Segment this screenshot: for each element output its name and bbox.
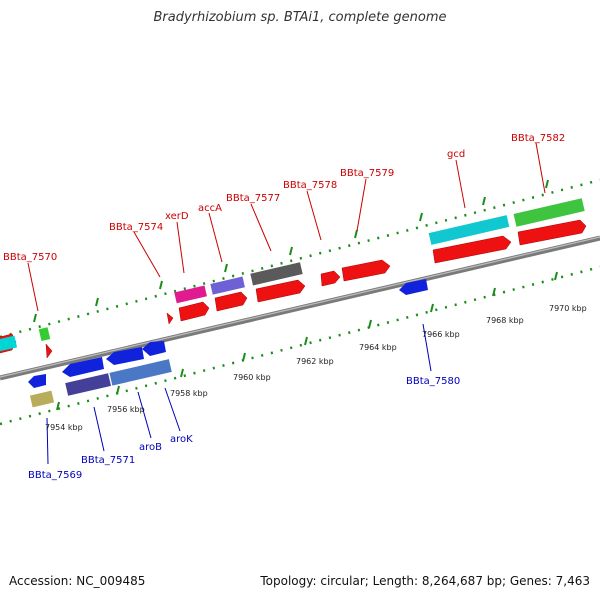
gene-block[interactable] — [174, 285, 207, 304]
reverse-tick-row — [0, 265, 600, 426]
map-title: Bradyrhizobium sp. BTAi1, complete genom… — [153, 10, 447, 25]
kbp-label: 7968 kbp — [486, 316, 524, 325]
gene-block[interactable] — [0, 335, 18, 353]
gene-label[interactable]: BBta_7571 — [81, 455, 135, 466]
gene-label[interactable]: BBta_7579 — [340, 168, 394, 179]
gene-label[interactable]: BBta_7569 — [28, 470, 82, 481]
gene-block[interactable] — [513, 198, 585, 227]
gene-block[interactable] — [210, 276, 245, 295]
gene-block[interactable] — [29, 390, 55, 408]
gene-block[interactable] — [65, 373, 112, 396]
accession-text: Accession: NC_009485 — [9, 574, 146, 588]
gene-arrow[interactable] — [62, 357, 104, 377]
gene-arrow[interactable] — [255, 279, 306, 303]
forward-leader-lines — [27, 142, 546, 312]
kbp-label: 7962 kbp — [296, 357, 334, 366]
gene-arrow[interactable] — [399, 279, 428, 295]
gene-arrow[interactable] — [432, 235, 512, 264]
gene-arrow[interactable] — [178, 301, 210, 322]
gene-arrow[interactable] — [517, 219, 587, 246]
reverse-genes — [28, 279, 428, 408]
backbone-highlight — [0, 236, 600, 378]
gene-label[interactable]: aroB — [139, 442, 162, 453]
kbp-label: 7966 kbp — [422, 330, 460, 339]
genome-summary-text: Topology: circular; Length: 8,264,687 bp… — [260, 574, 590, 588]
gene-arrow[interactable] — [214, 291, 248, 312]
gene-block[interactable] — [109, 359, 172, 386]
gene-label[interactable]: BBta_7570 — [3, 252, 57, 263]
forward-colored-genes — [0, 198, 585, 353]
genome-backbone — [0, 235, 600, 381]
gene-label[interactable]: BBta_7582 — [511, 133, 565, 144]
gene-arrow[interactable] — [341, 259, 391, 282]
kbp-label: 7960 kbp — [233, 373, 271, 382]
kbp-axis-labels: 7954 kbp 7956 kbp 7958 kbp 7960 kbp 7962… — [45, 304, 587, 432]
gene-arrow[interactable] — [45, 343, 53, 359]
kbp-label: 7964 kbp — [359, 343, 397, 352]
reverse-leader-lines — [46, 323, 432, 465]
gene-label[interactable]: gcd — [447, 149, 465, 160]
forward-red-genes — [0, 219, 587, 359]
major-ticks — [33, 179, 558, 411]
forward-tick-row — [0, 178, 600, 339]
forward-gene-labels: BBta_7570 BBta_7574 xerD accA BBta_7577 … — [3, 133, 565, 263]
gene-arrow[interactable] — [166, 312, 174, 325]
gene-block[interactable] — [428, 215, 510, 245]
gene-label[interactable]: BBta_7574 — [109, 222, 163, 233]
gene-label[interactable]: BBta_7580 — [406, 376, 460, 387]
gene-block[interactable] — [250, 262, 303, 286]
gene-label[interactable]: BBta_7577 — [226, 193, 280, 204]
kbp-label: 7954 kbp — [45, 423, 83, 432]
gene-arrow[interactable] — [142, 341, 166, 356]
kbp-label: 7970 kbp — [549, 304, 587, 313]
gene-arrow[interactable] — [106, 347, 144, 365]
gene-arrow[interactable] — [320, 270, 341, 287]
reverse-gene-labels: BBta_7569 BBta_7571 aroB aroK BBta_7580 — [28, 376, 460, 481]
gene-label[interactable]: xerD — [165, 211, 189, 222]
kbp-label: 7956 kbp — [107, 405, 145, 414]
gene-arrow[interactable] — [28, 374, 46, 388]
gene-label[interactable]: accA — [198, 203, 222, 214]
gene-label[interactable]: aroK — [170, 434, 193, 445]
kbp-label: 7958 kbp — [170, 389, 208, 398]
gene-block[interactable] — [38, 327, 51, 341]
gene-label[interactable]: BBta_7578 — [283, 180, 337, 191]
